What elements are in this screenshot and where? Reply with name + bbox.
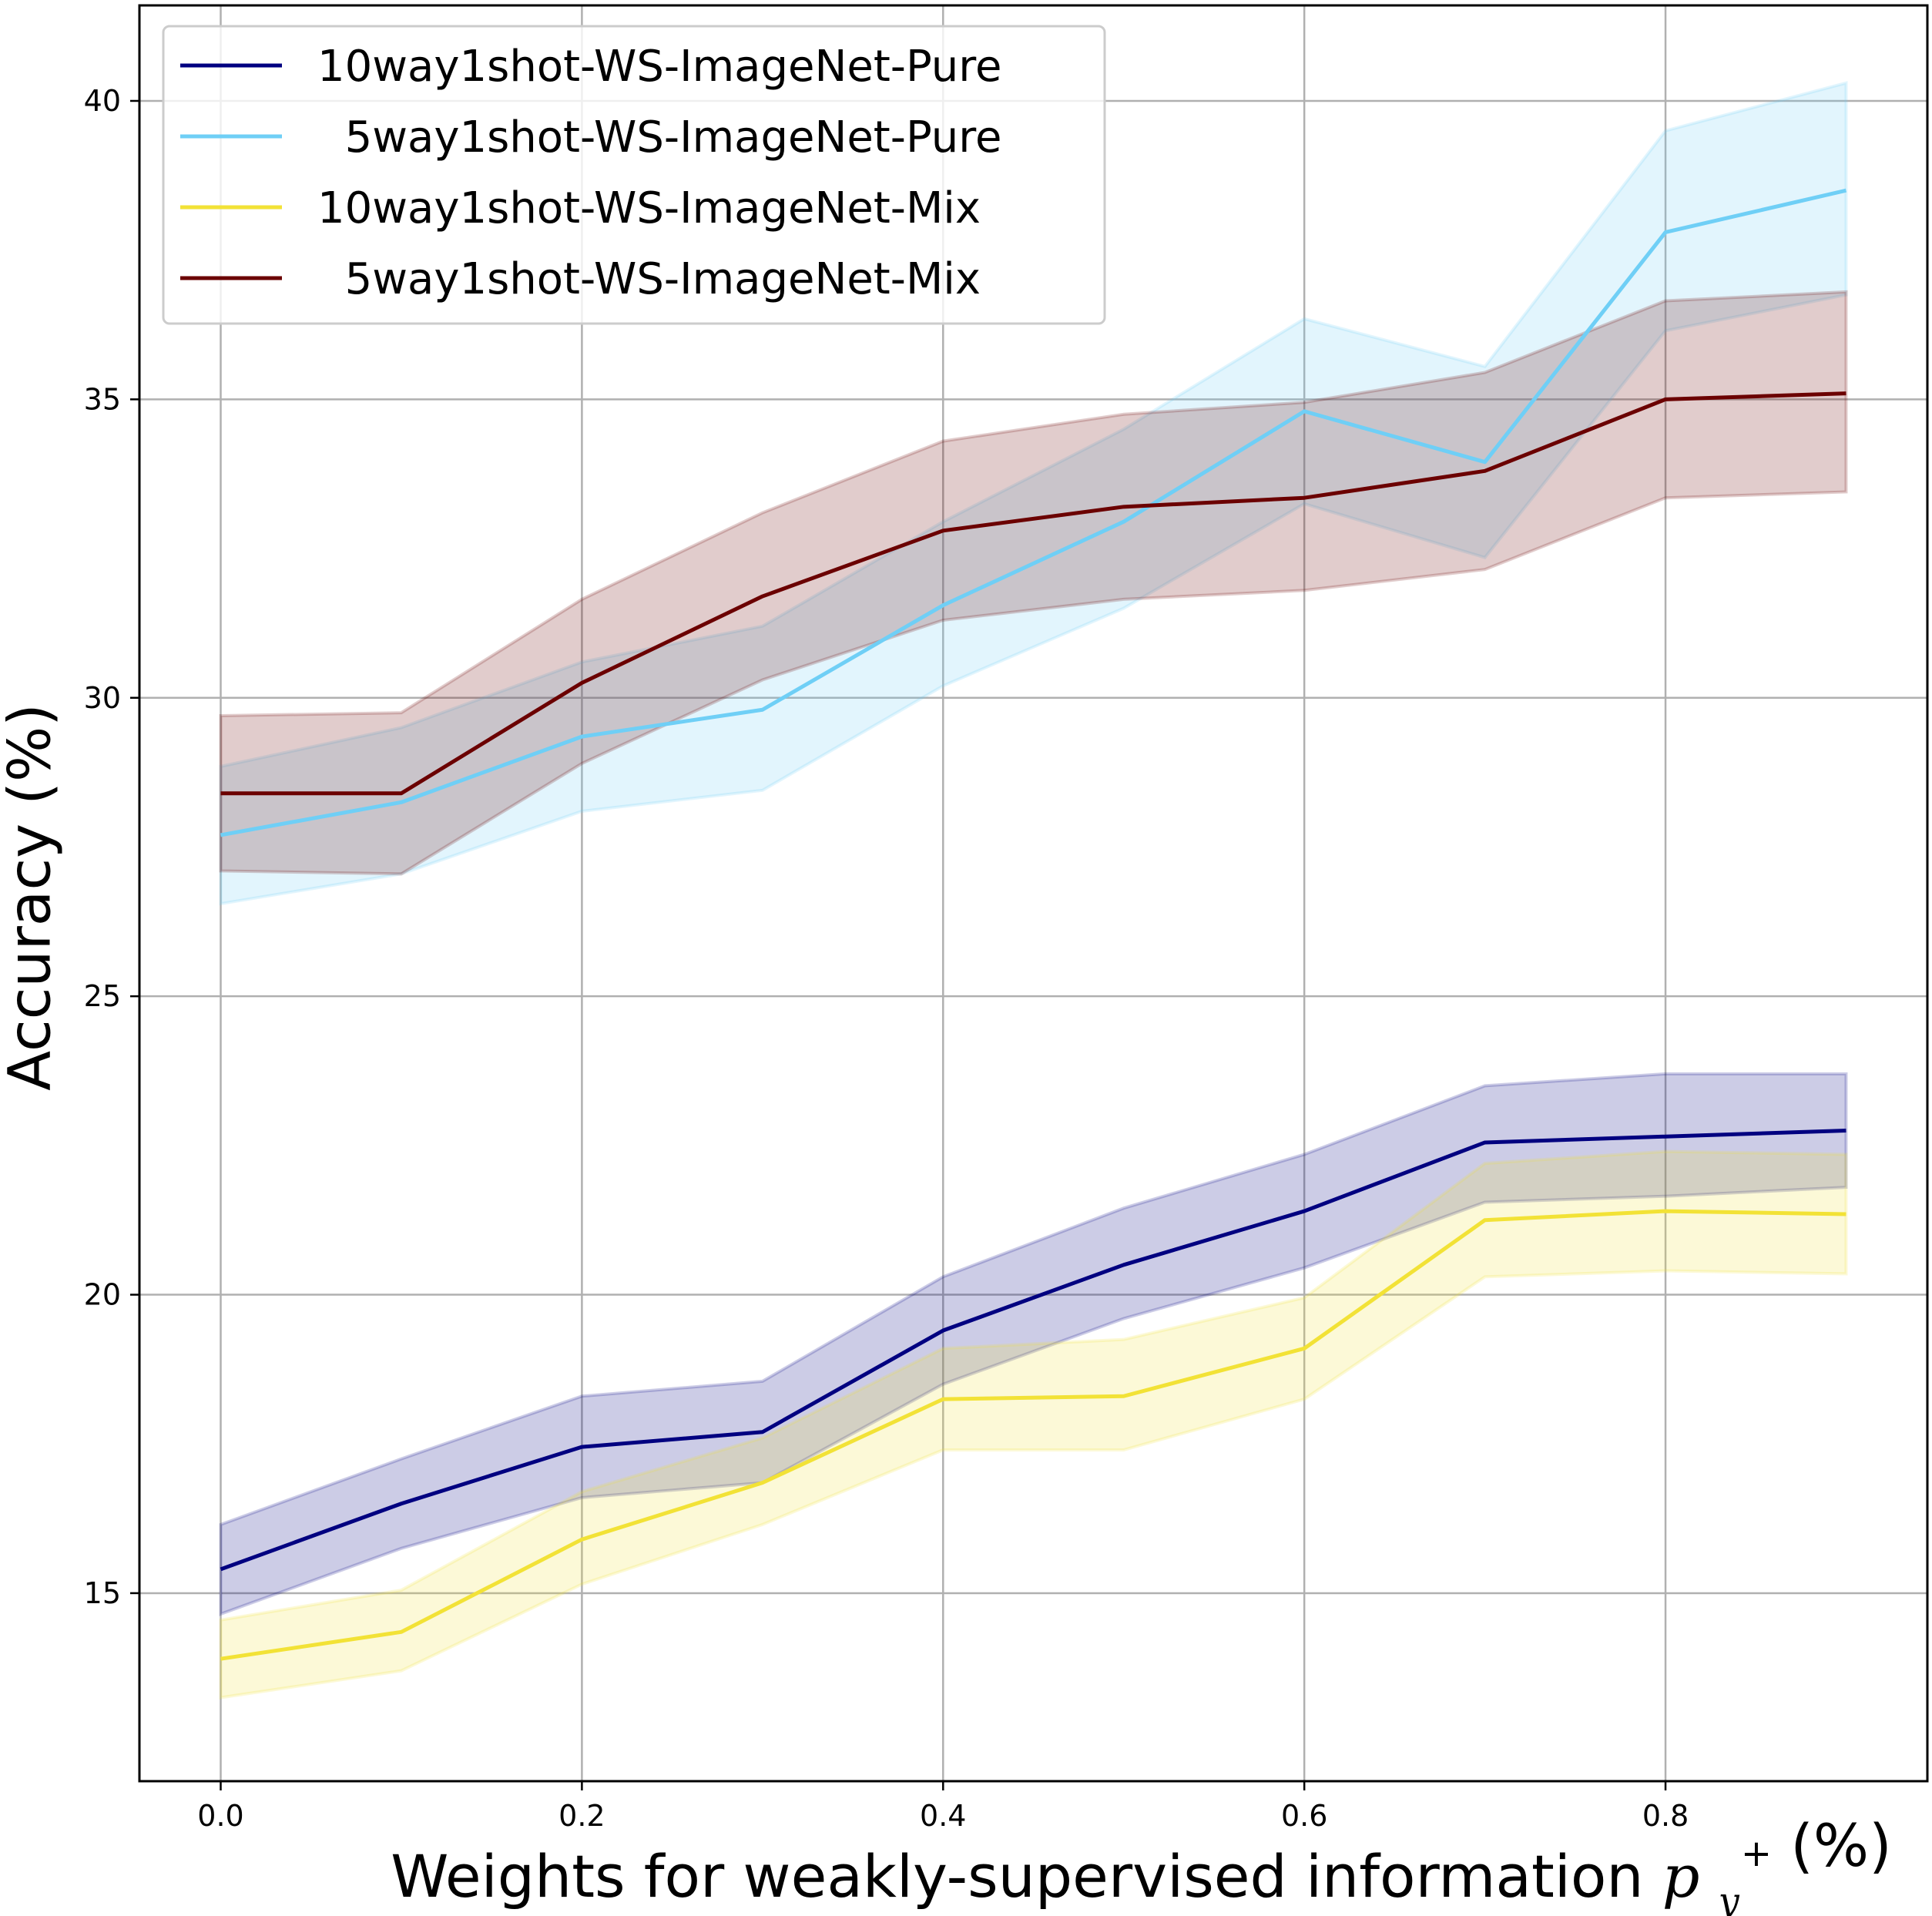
y-tick-label: 20 [84, 1278, 121, 1312]
y-tick-label: 15 [84, 1576, 121, 1610]
y-tick-label: 35 [84, 382, 121, 416]
series-1-line [220, 188, 1847, 837]
legend-label: 10way1shot-WS-ImageNet-Mix [317, 183, 981, 233]
series-1-band [219, 81, 1848, 906]
x-tick-label: 0.4 [920, 1799, 966, 1833]
series-3-line [220, 391, 1846, 796]
y-tick-label: 25 [84, 979, 121, 1013]
series-0-line [220, 1128, 1846, 1572]
x-axis-unit: (%) [1790, 1811, 1892, 1880]
series-lines [220, 188, 1847, 1661]
series-2-line [220, 1209, 1846, 1661]
x-tick-label: 0.8 [1642, 1799, 1689, 1833]
legend: 10way1shot-WS-ImageNet-Pure 5way1shot-WS… [162, 25, 1106, 325]
series-0-band [219, 1072, 1848, 1616]
x-tick-label: 0.6 [1281, 1799, 1327, 1833]
legend-label: 10way1shot-WS-ImageNet-Pure [317, 42, 1002, 92]
axis-ticks: 0.0 0.2 0.4 0.6 0.8 15 20 25 30 35 40 [84, 84, 1689, 1833]
x-tick-label: 0.0 [197, 1799, 243, 1833]
y-axis-label: Accuracy (%) [0, 703, 64, 1091]
legend-label: 5way1shot-WS-ImageNet-Mix [317, 254, 981, 304]
legend-label: 5way1shot-WS-ImageNet-Pure [317, 112, 1001, 163]
x-axis-symbol-sup: + [1741, 1832, 1772, 1875]
x-axis-label: Weights for weakly-supervised informatio… [391, 1811, 1892, 1916]
legend-box [162, 25, 1106, 325]
y-tick-label: 30 [84, 681, 121, 715]
x-axis-symbol: p [1662, 1842, 1700, 1911]
series-2-band [219, 1149, 1848, 1700]
x-tick-label: 0.2 [558, 1799, 605, 1833]
y-tick-label: 40 [84, 84, 121, 118]
x-axis-symbol-sub: y [1717, 1880, 1740, 1916]
plot-frame [138, 4, 1929, 1783]
x-axis-label-text: Weights for weakly-supervised informatio… [391, 1842, 1643, 1911]
